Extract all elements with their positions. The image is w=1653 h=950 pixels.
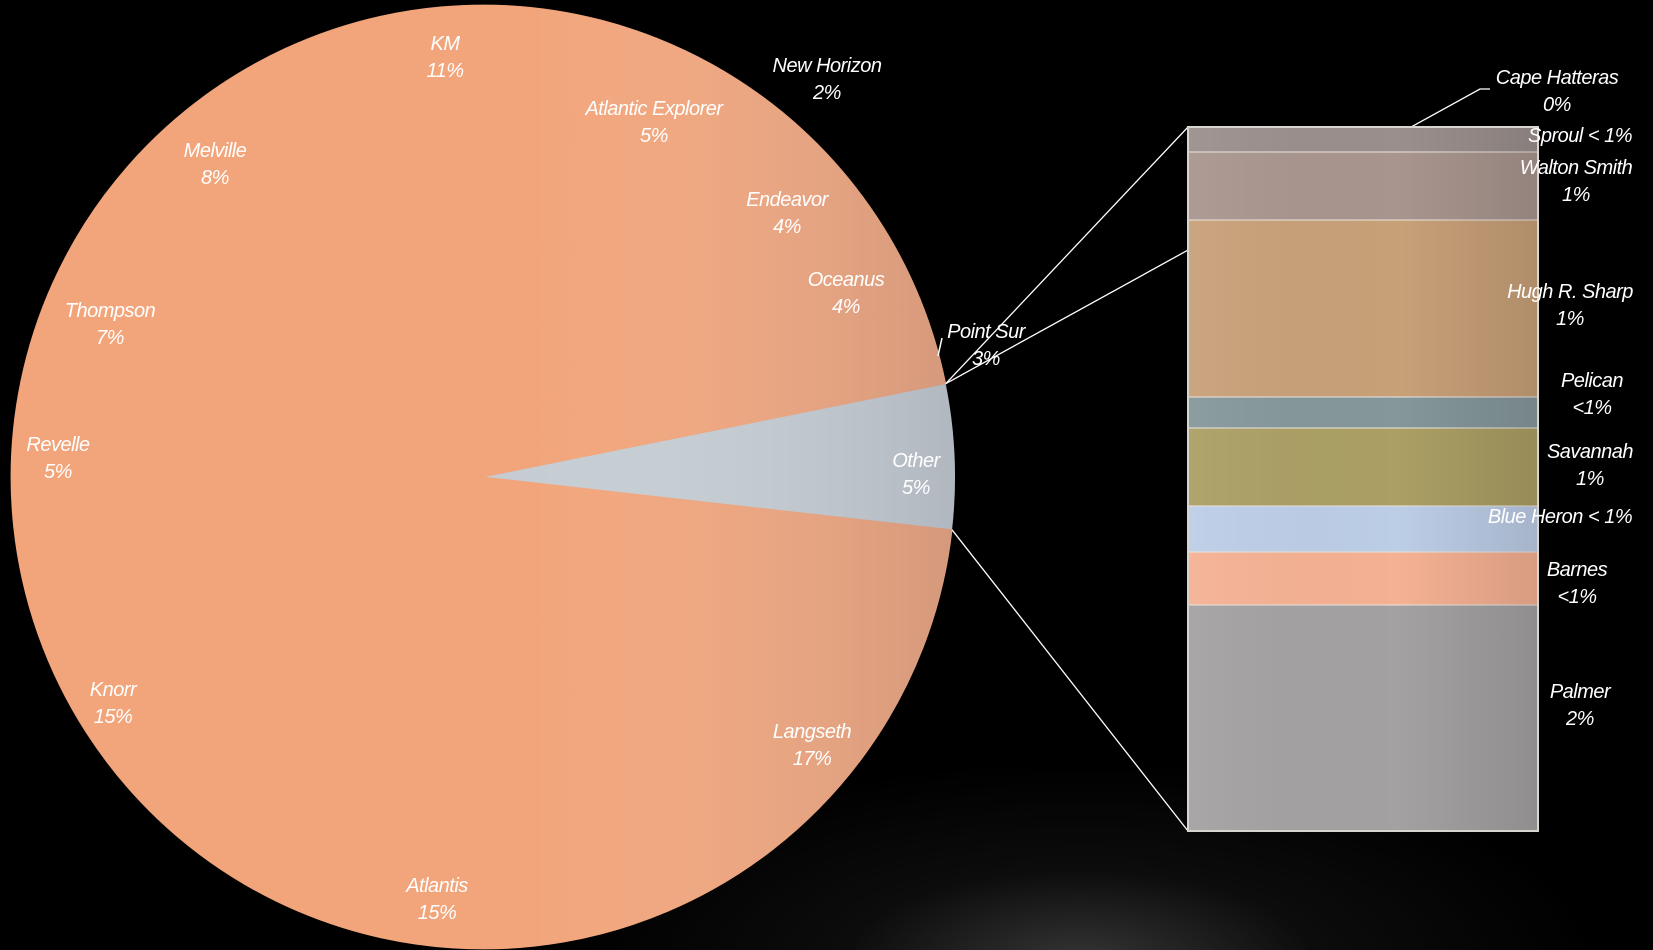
pie-label-atlantic-explorer: Atlantic Explorer 5%	[584, 98, 724, 147]
connector-line-bottom	[951, 529, 1189, 832]
bar-label-barnes: Barnes <1%	[1547, 559, 1608, 608]
pie-group	[10, 4, 956, 950]
bar-shading	[1188, 127, 1538, 831]
bar-label-palmer: Palmer 2%	[1550, 681, 1612, 730]
pie-label-thompson: Thompson 7%	[65, 300, 156, 349]
pie-label-melville: Melville 8%	[184, 140, 247, 189]
pie-label-langseth: Langseth 17%	[773, 721, 852, 770]
pie-label-new-horizon: New Horizon 2%	[773, 55, 882, 104]
point-sur-leader-tick	[937, 337, 943, 357]
bar-label-cape-hatteras: Cape Hatteras 0%	[1496, 67, 1619, 116]
bar-label-savannah: Savannah 1%	[1547, 441, 1633, 490]
pie-label-point-sur: Point Sur 3%	[947, 321, 1027, 370]
detail-bar-labels: Cape Hatteras 0% Sproul < 1% Walton Smith 1%…	[1488, 67, 1634, 730]
bar-label-hugh-r-sharp: Hugh R. Sharp 1%	[1507, 281, 1633, 330]
bar-label-blue-heron: Blue Heron < 1%	[1488, 506, 1632, 528]
connector-line-top	[945, 126, 1189, 385]
pie-shading	[11, 5, 955, 949]
pie-label-atlantis: Atlantis 15%	[405, 875, 468, 924]
pie-label-other: Other 5%	[892, 450, 941, 499]
bar-label-walton-smith: Walton Smith 1%	[1520, 157, 1633, 206]
bar-label-sproul: Sproul < 1%	[1528, 125, 1632, 147]
detail-bar	[1187, 126, 1539, 832]
bar-label-pelican: Pelican <1%	[1561, 370, 1623, 419]
pie-label-knorr: Knorr 15%	[90, 679, 138, 728]
cape-hatteras-leader-line	[945, 88, 1490, 385]
pie-label-revelle: Revelle 5%	[26, 434, 90, 483]
pie-label-km: KM 11%	[426, 33, 463, 82]
pie-label-oceanus: Oceanus 4%	[808, 269, 885, 318]
bar-outline	[1187, 126, 1539, 832]
pie-labels: Other 5% Langseth 17% Atlantis 15% Knorr 15% Rev…	[26, 33, 1027, 924]
connector-lines	[945, 88, 1490, 832]
pie-label-endeavor: Endeavor 4%	[746, 189, 829, 238]
